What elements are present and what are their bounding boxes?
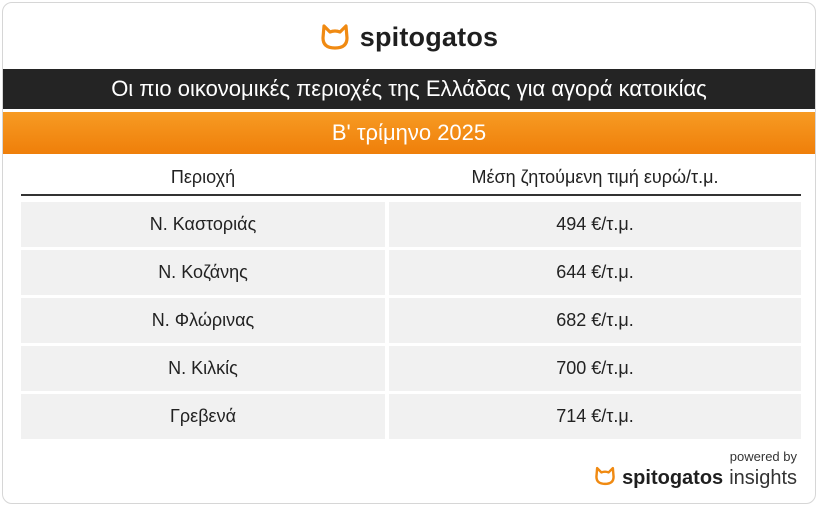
table-row: Ν. Κιλκίς 700 €/τ.μ. <box>21 346 801 391</box>
cat-head-icon <box>594 466 616 491</box>
column-header-price: Μέση ζητούμενη τιμή ευρώ/τ.μ. <box>471 166 719 187</box>
table-row: Ν. Φλώρινας 682 €/τ.μ. <box>21 298 801 343</box>
region-cell: Ν. Φλώρινας <box>21 298 385 343</box>
table-row: Ν. Κοζάνης 644 €/τ.μ. <box>21 250 801 295</box>
brand-logo: spitogatos <box>3 17 815 57</box>
price-cell: 644 €/τ.μ. <box>389 250 801 295</box>
brand-name: spitogatos <box>359 21 499 52</box>
cat-head-icon <box>320 23 350 51</box>
region-cell: Ν. Κοζάνης <box>21 250 385 295</box>
table-row: Ν. Καστοριάς 494 €/τ.μ. <box>21 202 801 247</box>
footer-logo: spitogatos insights <box>594 466 797 491</box>
header-divider <box>21 194 801 196</box>
footer-brand-suffix: insights <box>729 467 797 489</box>
table-body: Ν. Καστοριάς 494 €/τ.μ. Ν. Κοζάνης 644 €… <box>21 202 801 442</box>
title-bar: Οι πιο οικονομικές περιοχές της Ελλάδας … <box>3 69 815 109</box>
powered-by-label: powered by <box>729 449 797 464</box>
table-row: Γρεβενά 714 €/τ.μ. <box>21 394 801 439</box>
subtitle-bar: Β' τρίμηνο 2025 <box>3 112 815 154</box>
region-cell: Γρεβενά <box>21 394 385 439</box>
footer-brand-name: spitogatos <box>622 467 724 489</box>
price-cell: 700 €/τ.μ. <box>389 346 801 391</box>
region-cell: Ν. Καστοριάς <box>21 202 385 247</box>
chart-subtitle: Β' τρίμηνο 2025 <box>331 120 487 145</box>
chart-title: Οι πιο οικονομικές περιοχές της Ελλάδας … <box>111 76 707 101</box>
price-cell: 494 €/τ.μ. <box>389 202 801 247</box>
region-cell: Ν. Κιλκίς <box>21 346 385 391</box>
price-cell: 682 €/τ.μ. <box>389 298 801 343</box>
column-header-region: Περιοχή <box>170 166 236 187</box>
footer: powered by spitogatos insights <box>594 449 797 491</box>
price-cell: 714 €/τ.μ. <box>389 394 801 439</box>
